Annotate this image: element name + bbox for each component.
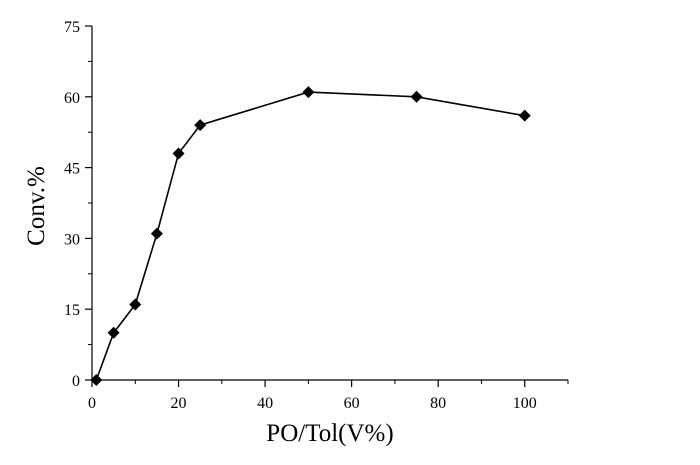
- data-point: [172, 147, 185, 160]
- y-axis-ticks: 0 15 30 45 60 75: [64, 19, 92, 390]
- y-axis-title: Conv.%: [23, 166, 50, 246]
- x-tick-label: 60: [344, 395, 360, 412]
- x-axis-ticks: 0 20 40 60 80 100: [88, 380, 569, 412]
- x-tick-label: 100: [513, 395, 537, 412]
- series: [90, 86, 531, 386]
- data-point: [150, 227, 163, 240]
- y-tick-label: 30: [64, 231, 80, 248]
- data-point: [410, 90, 423, 103]
- data-point: [194, 119, 207, 132]
- x-axis-title: PO/Tol(V%): [266, 420, 393, 447]
- data-point: [107, 326, 120, 339]
- x-tick-label: 80: [430, 395, 446, 412]
- x-tick-label: 40: [257, 395, 273, 412]
- y-tick-label: 15: [64, 302, 80, 319]
- y-tick-label: 45: [64, 161, 80, 178]
- y-tick-label: 0: [72, 373, 80, 390]
- x-tick-label: 0: [88, 395, 96, 412]
- axes: [91, 26, 568, 381]
- data-point: [518, 109, 531, 122]
- data-point: [90, 374, 103, 386]
- data-point: [129, 298, 142, 311]
- x-tick-label: 20: [171, 395, 187, 412]
- series-line: [95, 91, 525, 381]
- data-point: [302, 86, 315, 99]
- y-tick-label: 75: [64, 19, 80, 36]
- y-tick-label: 60: [64, 90, 80, 107]
